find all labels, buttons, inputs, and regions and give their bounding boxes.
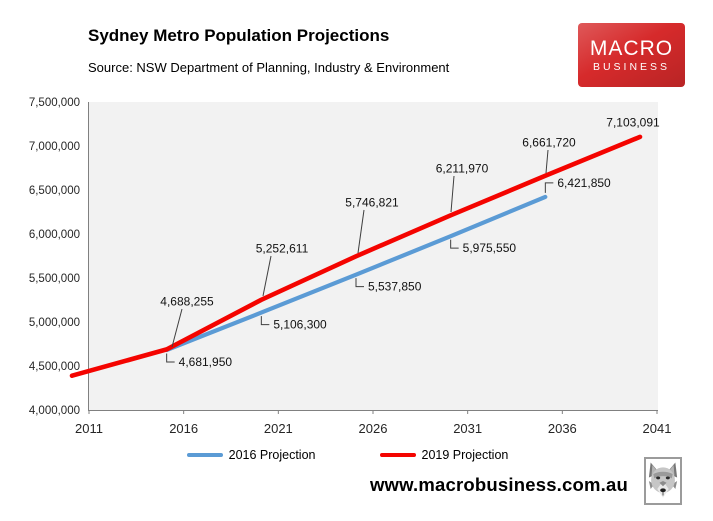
legend-swatch [379, 452, 416, 458]
leader-elbow [166, 353, 175, 363]
logo-text-business: BUSINESS [592, 60, 671, 73]
logo-text-macro: MACRO [589, 36, 674, 60]
y-axis-tick-label: 7,500,000 [29, 97, 80, 109]
chart-title: Sydney Metro Population Projections [88, 26, 390, 45]
macrobusiness-logo: MACRO BUSINESS [578, 23, 685, 87]
legend-swatch [186, 452, 223, 458]
data-point-label: 6,661,720 [522, 136, 576, 150]
leader-line [262, 255, 272, 297]
y-axis-tick-label: 6,500,000 [29, 185, 80, 197]
y-axis-tick-label: 4,000,000 [29, 405, 80, 417]
x-axis-tick-label: 2026 [359, 421, 388, 436]
wolf-logo-box [644, 457, 682, 505]
leader-elbow [355, 278, 364, 288]
data-point-label: 7,103,091 [606, 116, 660, 130]
x-axis-tick-label: 2036 [548, 421, 577, 436]
x-axis-tick-label: 2016 [169, 421, 198, 436]
x-axis-tick-label: 2011 [75, 421, 103, 436]
leader-elbow [260, 316, 270, 326]
y-axis-tick-label: 4,500,000 [29, 361, 80, 373]
y-axis-tick-label: 5,500,000 [29, 273, 80, 285]
leader-elbow [544, 182, 554, 193]
leader-elbow [450, 239, 459, 249]
series-line-2016-projection [164, 194, 548, 353]
data-labels-group: 4,688,255 5,252,611 5,746,821 6,211,970 6,66… [160, 116, 660, 369]
chart-source: Source: NSW Department of Planning, Indu… [88, 60, 450, 75]
plot-area [88, 102, 658, 410]
leader-line [545, 149, 549, 174]
x-axis-tick-label: 2031 [453, 421, 482, 436]
data-point-label: 4,681,950 [179, 355, 233, 369]
legend-item-2016-projection: 2016 Projection [186, 448, 316, 462]
data-point-label: 5,975,550 [463, 241, 517, 255]
y-axis-tick-label: 6,000,000 [29, 229, 80, 241]
leader-line [171, 308, 183, 348]
leader-line [450, 175, 455, 213]
x-axis-tick-label: 2021 [264, 421, 293, 436]
chart-legend: 2016 Projection 2019 Projection [0, 448, 713, 462]
data-point-label: 5,106,300 [273, 318, 327, 332]
y-axis-tick-label: 7,000,000 [29, 141, 80, 153]
data-point-label: 5,537,850 [368, 280, 422, 294]
data-point-label: 6,211,970 [436, 162, 489, 176]
leader-line [357, 209, 365, 254]
x-axis-tick-label: 2041 [643, 421, 672, 436]
data-point-label: 5,252,611 [256, 242, 309, 256]
legend-item-2019-projection: 2019 Projection [379, 448, 509, 462]
wolf-icon [648, 462, 678, 498]
data-point-label: 5,746,821 [345, 196, 399, 210]
legend-label: 2016 Projection [228, 448, 316, 462]
y-axis-tick-label: 5,000,000 [29, 317, 80, 329]
population-line-chart: 4,000,000 4,500,000 5,000,000 5,500,000 6,00… [29, 97, 672, 436]
series-line-2019-projection [69, 134, 643, 379]
data-point-label: 4,688,255 [160, 295, 214, 309]
data-point-label: 6,421,850 [557, 176, 611, 190]
website-url: www.macrobusiness.com.au [369, 474, 628, 495]
legend-label: 2019 Projection [421, 448, 509, 462]
